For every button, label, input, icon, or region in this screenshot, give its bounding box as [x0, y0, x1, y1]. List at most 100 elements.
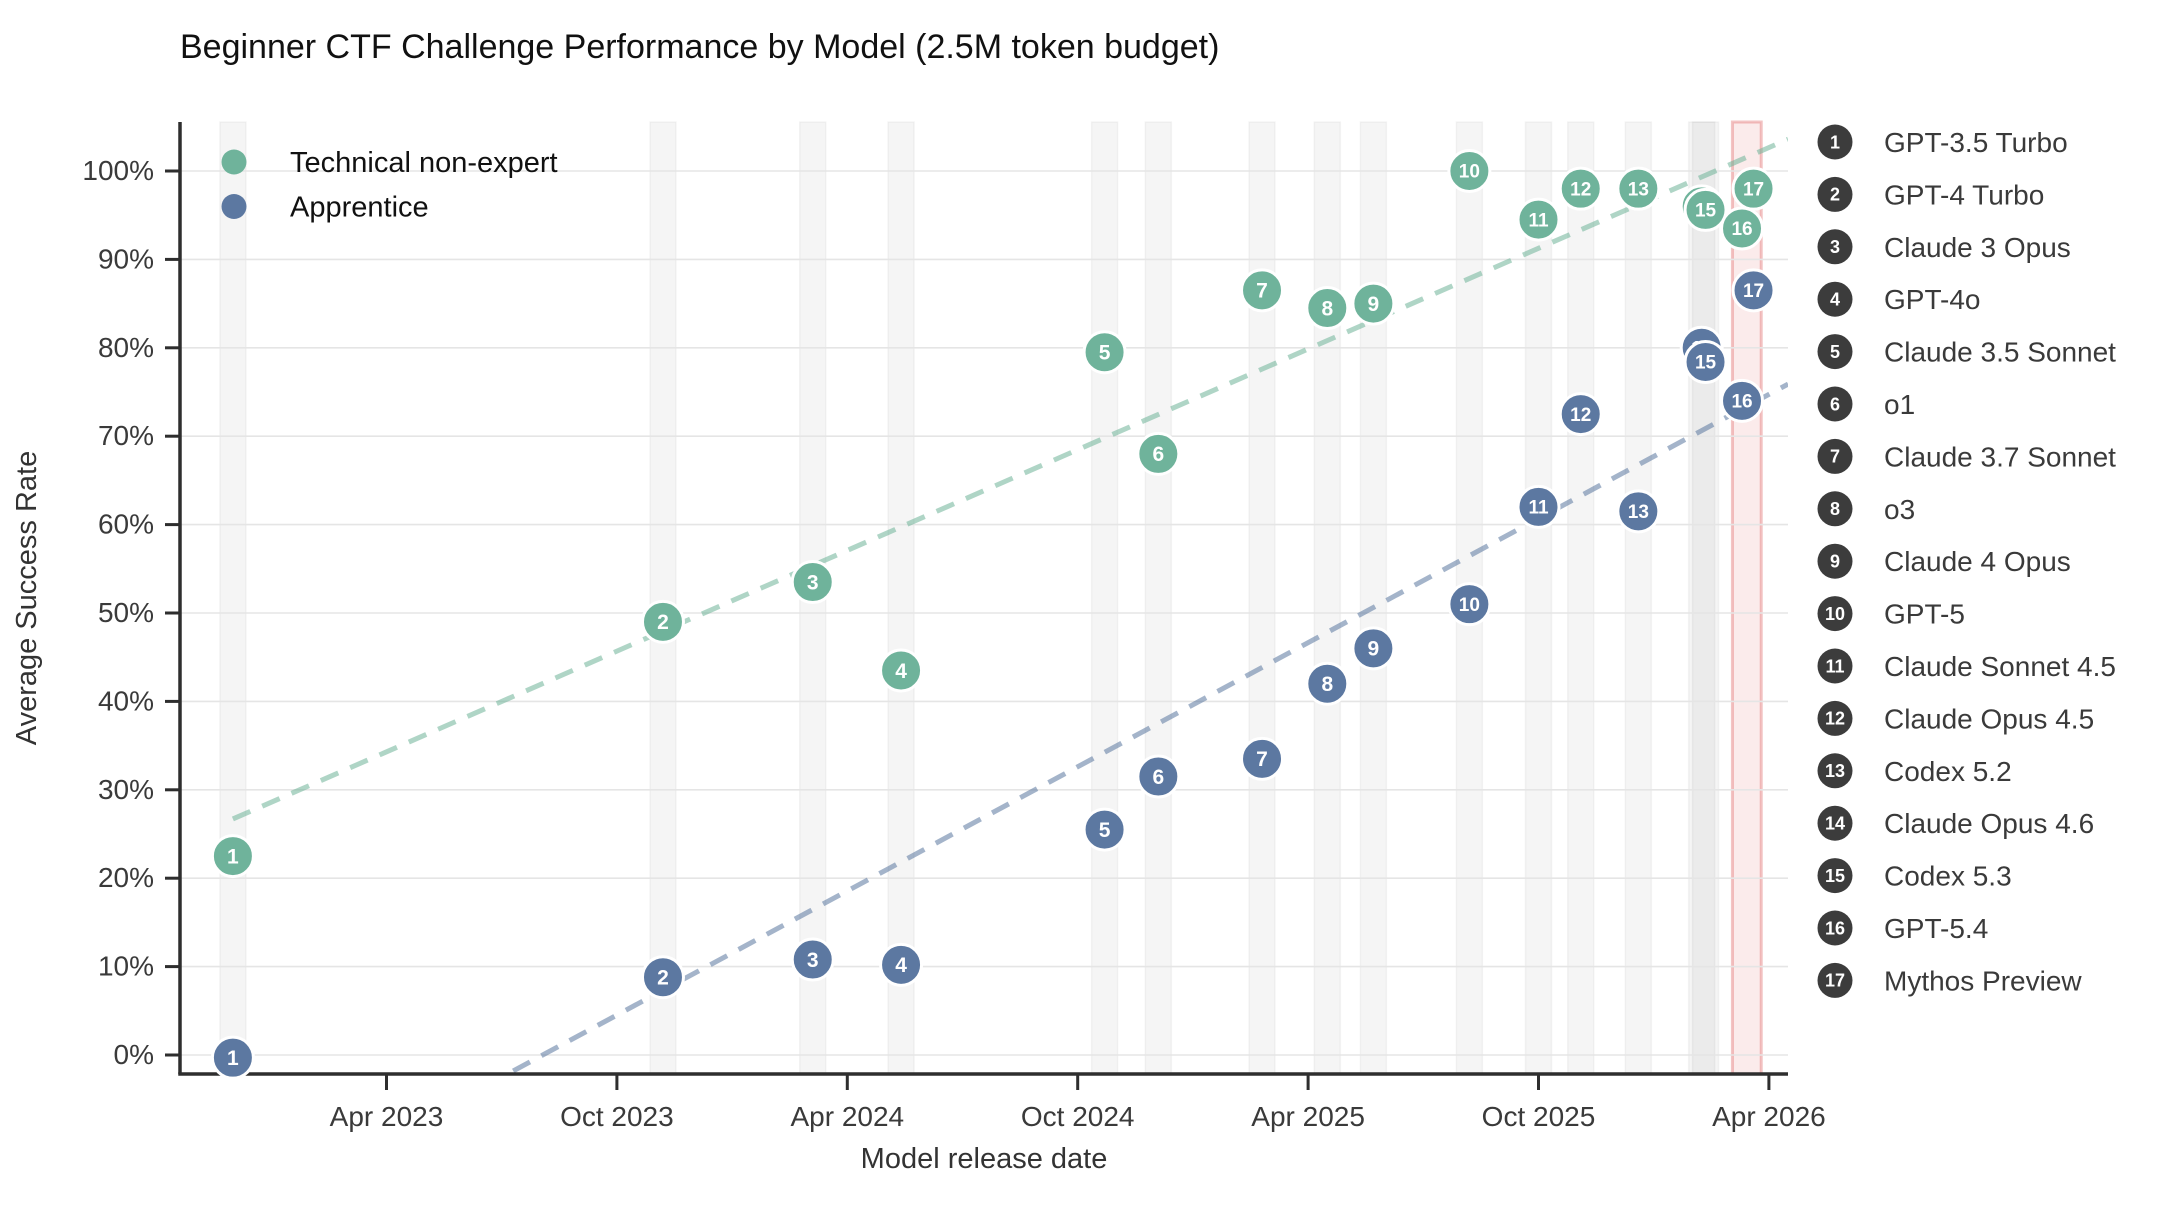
apprentice-point-3: [790, 937, 835, 982]
legend-badge: [1817, 281, 1853, 317]
nonexpert-point-3: [790, 560, 835, 605]
legend-item-16[interactable]: 16 GPT-5.4: [1817, 910, 1989, 946]
series-legend-item-apprentice[interactable]: Apprentice: [221, 192, 429, 224]
legend-badge: [1817, 596, 1853, 632]
series-legend-label: Apprentice: [290, 192, 429, 224]
marker-nonexpert-2: 2: [640, 599, 685, 644]
legend-item-2[interactable]: 2 GPT-4 Turbo: [1817, 176, 2045, 212]
marker-nonexpert-13: 13: [1616, 166, 1661, 211]
marker-number: 10: [1459, 595, 1480, 616]
nonexpert-point-11: [1516, 197, 1561, 242]
x-tick-label: Oct 2025: [1482, 1101, 1596, 1132]
nonexpert-point-15: [1683, 187, 1728, 232]
apprentice-point-15: [1683, 339, 1728, 384]
marker-apprentice-17: 17: [1731, 268, 1776, 313]
legend-badge: [1817, 543, 1853, 579]
legend-item-7[interactable]: 7 Claude 3.7 Sonnet: [1817, 438, 2117, 474]
release-stripe-2: [649, 121, 677, 1075]
legend-item-label: o1: [1884, 389, 1915, 420]
legend-item-10[interactable]: 10 GPT-5: [1817, 596, 1965, 632]
legend-badge-number: 12: [1825, 709, 1845, 729]
legend-item-17[interactable]: 17 Mythos Preview: [1817, 962, 2083, 998]
nonexpert-point-1: [210, 834, 255, 879]
y-tick-label: 70%: [98, 420, 154, 451]
release-stripe-8: [1313, 121, 1342, 1075]
legend-item-12[interactable]: 12 Claude Opus 4.5: [1817, 700, 2095, 736]
marker-nonexpert-17: 17: [1731, 166, 1776, 211]
legend-item-4[interactable]: 4 GPT-4o: [1817, 281, 1981, 317]
legend-badge-number: 11: [1825, 656, 1844, 676]
legend-item-label: Claude 3.7 Sonnet: [1884, 441, 2116, 472]
data-markers: 1234567891011121314151617123456789101112…: [210, 149, 1776, 1080]
legend-badge-number: 7: [1830, 447, 1840, 467]
marker-number: 15: [1695, 201, 1717, 222]
nonexpert-point-17: [1731, 166, 1776, 211]
marker-apprentice-12: 12: [1558, 392, 1603, 437]
x-tick-label: Oct 2023: [560, 1101, 674, 1132]
x-tick-label: Apr 2026: [1712, 1101, 1826, 1132]
marker-apprentice-3: 3: [790, 937, 835, 982]
legend-item-label: Codex 5.2: [1884, 756, 2012, 787]
apprentice-point-17: [1731, 268, 1776, 313]
legend-item-label: Mythos Preview: [1884, 965, 2082, 996]
legend-item-3[interactable]: 3 Claude 3 Opus: [1817, 229, 2071, 265]
marker-number: 12: [1570, 405, 1591, 426]
legend-item-8[interactable]: 8 o3: [1817, 491, 1916, 527]
legend-badge-number: 10: [1825, 604, 1845, 624]
marker-nonexpert-16: 16: [1720, 206, 1765, 251]
marker-number: 11: [1528, 498, 1549, 519]
marker-number: 13: [1628, 179, 1649, 200]
nonexpert-point-6: [1136, 431, 1181, 476]
apprentice-point-7: [1240, 736, 1285, 781]
legend-item-label: GPT-4o: [1884, 284, 1980, 315]
marker-number: 6: [1152, 443, 1164, 466]
marker-number: 8: [1321, 297, 1333, 320]
release-stripe-13: [1624, 121, 1653, 1075]
apprentice-point-1: [210, 1035, 255, 1080]
marker-nonexpert-11: 11: [1516, 197, 1561, 242]
legend-badge: [1817, 805, 1853, 841]
legend-badge-number: 17: [1825, 971, 1845, 991]
legend-item-label: Claude 3.5 Sonnet: [1884, 337, 2116, 368]
trendline-apprentice: [512, 381, 1788, 1074]
legend-item-13[interactable]: 13 Codex 5.2: [1817, 753, 2012, 789]
marker-number: 9: [1368, 293, 1380, 316]
marker-apprentice-2: 2: [640, 955, 685, 1000]
legend-badge: [1817, 753, 1853, 789]
x-tick-label: Apr 2023: [330, 1101, 444, 1132]
axes: 0% 10% 20% 30% 40% 50% 60% 70% 80% 90% 100% Apr 202…: [82, 122, 1826, 1132]
legend-badge: [1817, 858, 1853, 894]
legend-badge: [1817, 491, 1853, 527]
marker-number: 10: [1459, 162, 1480, 183]
legend-item-15[interactable]: 15 Codex 5.3: [1817, 858, 2012, 894]
gridlines: [180, 170, 1788, 1056]
legend-item-5[interactable]: 5 Claude 3.5 Sonnet: [1817, 334, 2117, 370]
series-legend-item-nonexpert[interactable]: Technical non-expert: [221, 147, 558, 179]
release-stripe-12: [1566, 121, 1595, 1075]
marker-nonexpert-8: 8: [1305, 286, 1350, 331]
series-legend-swatch-apprentice: [221, 194, 247, 219]
release-stripe-4: [887, 121, 915, 1075]
marker-number: 15: [1695, 353, 1717, 374]
legend-badge-number: 16: [1825, 918, 1845, 938]
nonexpert-point-4: [879, 648, 924, 693]
legend-item-label: Claude 4 Opus: [1884, 546, 2071, 577]
marker-nonexpert-9: 9: [1351, 281, 1396, 326]
series-legend-label: Technical non-expert: [290, 147, 558, 179]
legend-item-9[interactable]: 9 Claude 4 Opus: [1817, 543, 2071, 579]
marker-nonexpert-6: 6: [1136, 431, 1181, 476]
nonexpert-point-5: [1082, 330, 1127, 375]
marker-number: 11: [1528, 210, 1549, 231]
marker-number: 7: [1256, 280, 1268, 303]
release-stripe-11: [1524, 121, 1553, 1075]
release-stripe-9: [1359, 121, 1388, 1075]
marker-number: 3: [807, 949, 819, 972]
marker-number: 5: [1099, 342, 1111, 365]
legend-item-11[interactable]: 11 Claude Sonnet 4.5: [1817, 648, 2116, 684]
y-tick-label: 20%: [98, 862, 154, 893]
legend-badge: [1817, 700, 1853, 736]
legend-item-6[interactable]: 6 o1: [1817, 386, 1916, 422]
legend-item-1[interactable]: 1 GPT-3.5 Turbo: [1817, 124, 2068, 160]
legend-item-14[interactable]: 14 Claude Opus 4.6: [1817, 805, 2095, 841]
legend-badge-number: 2: [1830, 185, 1840, 205]
